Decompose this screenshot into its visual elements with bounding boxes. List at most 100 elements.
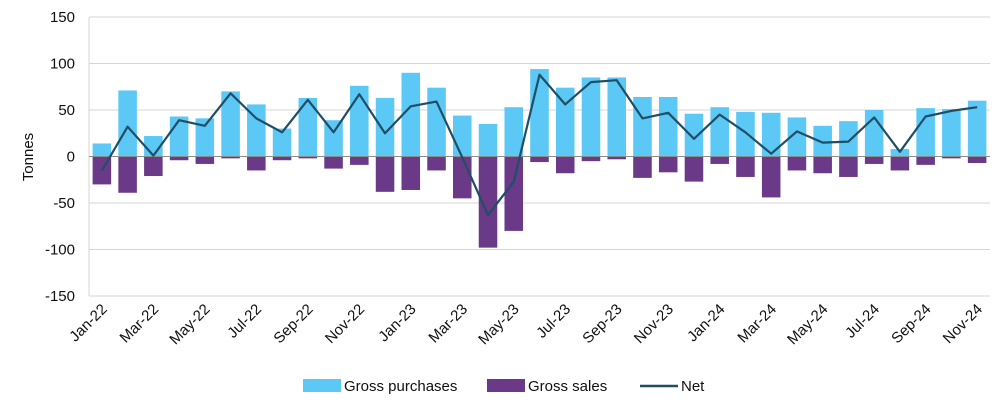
y-tick-label: 150 bbox=[50, 9, 75, 26]
gross-purchases-legend-swatch bbox=[303, 379, 341, 392]
x-tick-label: Sep-22 bbox=[270, 301, 316, 347]
gross-purchases-bar bbox=[427, 87, 446, 157]
gross-sales-bar bbox=[478, 156, 498, 248]
x-tick-label: Nov-24 bbox=[940, 301, 986, 347]
y-tick-label: 100 bbox=[50, 56, 75, 73]
x-tick-label: Mar-23 bbox=[425, 301, 471, 347]
x-tick-label: Mar-22 bbox=[117, 301, 163, 347]
gross-purchases-bar bbox=[247, 104, 266, 157]
gross-purchases-bar bbox=[195, 118, 215, 157]
gross-purchases-bar bbox=[658, 96, 678, 157]
x-tick-label: Nov-23 bbox=[631, 301, 677, 347]
x-tick-label: Jan-24 bbox=[684, 301, 728, 345]
gross-sales-bar bbox=[942, 156, 961, 159]
gross-sales-bar bbox=[195, 156, 215, 164]
y-axis-ticks: 150 100 50 0 -50 -100 -150 bbox=[45, 9, 75, 305]
gross-sales-bar bbox=[967, 156, 987, 164]
gross-sales-legend-label: Gross sales bbox=[528, 378, 607, 395]
x-tick-label: Jan-22 bbox=[66, 301, 110, 345]
gross-purchases-bar bbox=[453, 115, 472, 157]
gross-sales-bar bbox=[324, 156, 343, 169]
legend: Gross purchases Gross sales Net bbox=[303, 378, 705, 395]
y-tick-label: -50 bbox=[53, 195, 75, 212]
gross-purchases-bar bbox=[221, 91, 240, 157]
gross-sales-bar bbox=[298, 156, 318, 159]
gross-sales-bar bbox=[761, 156, 781, 198]
gross-purchases-bar bbox=[813, 125, 832, 157]
gross-purchases-bar bbox=[478, 123, 498, 157]
gross-purchases-bar bbox=[916, 108, 935, 157]
x-axis-ticks: Jan-22 Mar-22 May-22 Jul-22 Sep-22 Nov-22 Jan-… bbox=[66, 301, 986, 348]
x-tick-label: Jul-22 bbox=[224, 301, 265, 342]
gross-purchases-bar bbox=[92, 143, 112, 157]
gross-sales-bar bbox=[581, 156, 601, 162]
gross-sales-bar bbox=[684, 156, 704, 182]
gross-purchases-bar bbox=[684, 113, 704, 157]
gross-sales-bar bbox=[350, 156, 369, 165]
gross-sales-bar bbox=[916, 156, 935, 165]
gross-purchases-bar bbox=[272, 128, 292, 157]
gross-sales-bar bbox=[607, 156, 626, 160]
gross-sales-bar bbox=[633, 156, 652, 178]
gross-sales-bar bbox=[658, 156, 678, 173]
gross-purchases-bar bbox=[787, 117, 807, 157]
gross-purchases-bar bbox=[298, 97, 318, 157]
gross-purchases-bar bbox=[324, 120, 343, 157]
gross-purchases-bar bbox=[504, 107, 524, 157]
gross-purchases-bar bbox=[118, 90, 137, 157]
gross-sales-legend-swatch bbox=[487, 379, 525, 392]
gross-sales-bar bbox=[787, 156, 807, 171]
gross-purchases-legend-label: Gross purchases bbox=[344, 378, 457, 395]
gross-sales-bar bbox=[813, 156, 832, 174]
gross-sales-bar bbox=[864, 156, 884, 164]
gross-purchases-bar bbox=[736, 111, 755, 157]
x-tick-label: Nov-22 bbox=[322, 301, 368, 347]
x-tick-label: May-24 bbox=[784, 301, 831, 348]
gross-sales-bar bbox=[710, 156, 729, 164]
x-tick-label: Sep-23 bbox=[579, 301, 625, 347]
x-tick-label: Jan-23 bbox=[375, 301, 419, 345]
gross-purchases-bar bbox=[401, 72, 421, 157]
net-line bbox=[100, 73, 978, 217]
gross-sales-bar bbox=[118, 156, 137, 193]
x-tick-label: Jul-23 bbox=[533, 301, 574, 342]
gross-sales-bar bbox=[427, 156, 446, 171]
gross-purchases-bar bbox=[350, 85, 369, 157]
gross-sales-bar bbox=[530, 156, 549, 163]
x-tick-label: Mar-24 bbox=[734, 301, 780, 347]
y-tick-label: 0 bbox=[67, 149, 75, 166]
gross-purchases-bar bbox=[761, 112, 781, 157]
x-tick-label: Sep-24 bbox=[888, 301, 934, 347]
y-tick-label: 50 bbox=[58, 102, 75, 119]
y-tick-label: -150 bbox=[45, 288, 75, 305]
gross-sales-bar bbox=[736, 156, 755, 177]
x-tick-label: May-23 bbox=[475, 301, 522, 348]
gross-purchases-bar bbox=[633, 96, 652, 157]
gross-sales-bar bbox=[453, 156, 472, 199]
y-tick-label: -100 bbox=[45, 242, 75, 259]
gross-sales-bar bbox=[169, 156, 189, 161]
gross-purchases-bar bbox=[942, 109, 961, 157]
gross-purchases-bar bbox=[581, 77, 601, 157]
gross-sales-bar bbox=[839, 156, 858, 177]
gross-purchases-bar bbox=[607, 77, 626, 157]
net-series-line bbox=[100, 73, 978, 217]
gross-sales-bar bbox=[555, 156, 575, 174]
gross-sales-bar bbox=[504, 156, 524, 231]
gross-sales-bar bbox=[221, 156, 240, 159]
gross-purchases-bar bbox=[555, 87, 575, 157]
gross-sales-bar bbox=[890, 156, 910, 171]
bars bbox=[92, 69, 987, 248]
net-legend-label: Net bbox=[681, 378, 705, 395]
y-axis-title: Tonnes bbox=[20, 133, 37, 181]
x-tick-label: May-22 bbox=[166, 301, 213, 348]
gross-sales-bar bbox=[272, 156, 292, 161]
gross-purchases-bar bbox=[967, 100, 987, 157]
gross-sales-bar bbox=[247, 156, 266, 171]
gross-sales-bar bbox=[375, 156, 395, 192]
gross-purchases-bar bbox=[375, 97, 395, 157]
gross-sales-bar bbox=[144, 156, 163, 177]
gross-purchases-bar bbox=[839, 121, 858, 157]
